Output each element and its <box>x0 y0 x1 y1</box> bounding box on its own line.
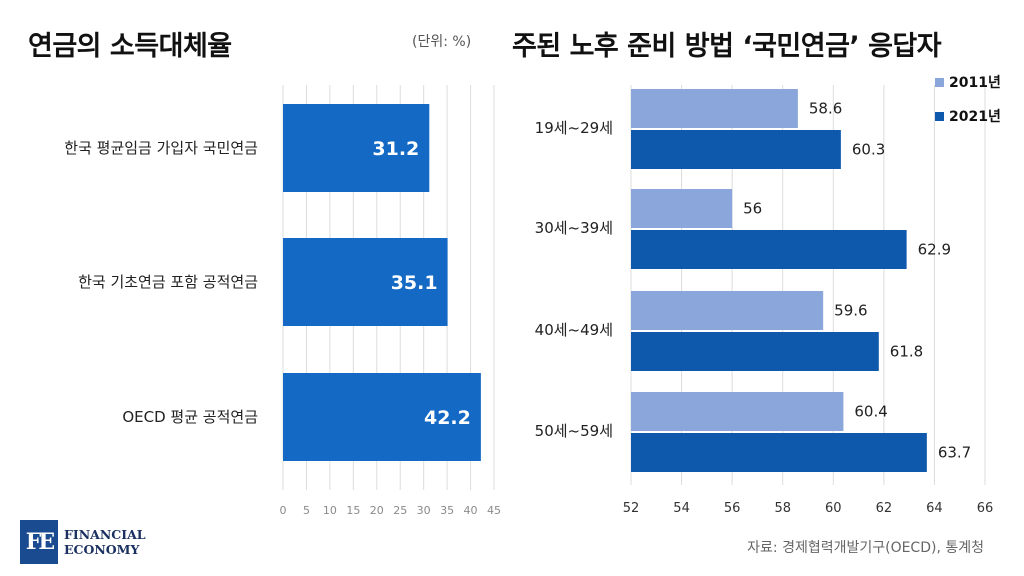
right-bar-value-label: 60.3 <box>852 141 885 159</box>
right-x-tick-label: 54 <box>673 501 690 516</box>
unit-note: (단위: %) <box>412 34 472 50</box>
left-x-tick-label: 25 <box>393 504 407 517</box>
logo: FE FINANCIAL ECONOMY <box>20 519 146 565</box>
left-x-tick-label: 40 <box>464 504 478 517</box>
legend-label: 2021년 <box>949 109 1001 125</box>
right-bar-value-label: 63.7 <box>938 444 971 462</box>
right-bar-value-label: 60.4 <box>854 403 887 421</box>
left-x-tick-label: 20 <box>370 504 384 517</box>
left-category-label: 한국 평균임금 가입자 국민연금 <box>64 139 258 157</box>
legend-swatch-2021 <box>935 112 944 121</box>
logo-mark: FE <box>20 520 58 564</box>
left-x-tick-label: 15 <box>346 504 360 517</box>
left-bar-value-label: 42.2 <box>424 407 471 429</box>
right-x-tick-label: 52 <box>623 501 640 516</box>
left-category-label: 한국 기초연금 포함 공적연금 <box>78 273 258 291</box>
left-chart-title: 연금의 소득대체율 <box>28 31 232 62</box>
right-x-tick-label: 64 <box>926 501 943 516</box>
right-bar-value-label: 62.9 <box>918 241 951 259</box>
legend-label: 2011년 <box>949 75 1001 91</box>
logo-words: FINANCIAL ECONOMY <box>64 527 146 557</box>
right-category-label: 50세~59세 <box>535 422 613 440</box>
right-bar-2021 <box>631 230 907 269</box>
left-bar-value-label: 35.1 <box>391 272 438 294</box>
right-bar-value-label: 61.8 <box>890 343 923 361</box>
left-bar-value-label: 31.2 <box>372 138 419 160</box>
right-bar-value-label: 56 <box>743 200 762 218</box>
right-category-label: 19세~29세 <box>535 119 613 137</box>
right-bar-2021 <box>631 433 927 472</box>
right-x-tick-label: 66 <box>977 501 994 516</box>
right-category-label: 30세~39세 <box>535 219 613 237</box>
right-bar-2011 <box>631 189 733 228</box>
right-category-label: 40세~49세 <box>535 321 613 339</box>
right-bar-2021 <box>631 130 841 169</box>
right-bar-2011 <box>631 392 844 431</box>
right-bar-2011 <box>631 291 824 330</box>
logo-line2: ECONOMY <box>64 542 140 557</box>
left-x-tick-label: 0 <box>280 504 287 517</box>
left-bar <box>283 373 481 461</box>
left-x-tick-label: 45 <box>487 504 501 517</box>
left-x-tick-label: 30 <box>417 504 431 517</box>
right-x-tick-label: 58 <box>774 501 791 516</box>
right-bar-value-label: 59.6 <box>834 302 867 320</box>
source-note: 자료: 경제협력개발기구(OECD), 통계청 <box>747 540 984 556</box>
left-category-label: OECD 평균 공적연금 <box>122 408 258 426</box>
left-x-tick-label: 10 <box>323 504 337 517</box>
left-x-tick-label: 5 <box>303 504 310 517</box>
logo-line1: FINANCIAL <box>64 527 146 542</box>
left-x-tick-label: 35 <box>440 504 454 517</box>
right-bar-2021 <box>631 332 879 371</box>
left-bar <box>283 238 448 326</box>
right-bar-2011 <box>631 89 798 128</box>
right-bar-value-label: 58.6 <box>809 100 842 118</box>
right-x-tick-label: 60 <box>825 501 842 516</box>
right-chart-title: 주된 노후 준비 방법 ‘국민연금’ 응답자 <box>512 31 942 62</box>
right-x-tick-label: 62 <box>876 501 893 516</box>
legend-swatch-2011 <box>935 78 944 87</box>
left-bar <box>283 104 430 192</box>
right-x-tick-label: 56 <box>724 501 741 516</box>
